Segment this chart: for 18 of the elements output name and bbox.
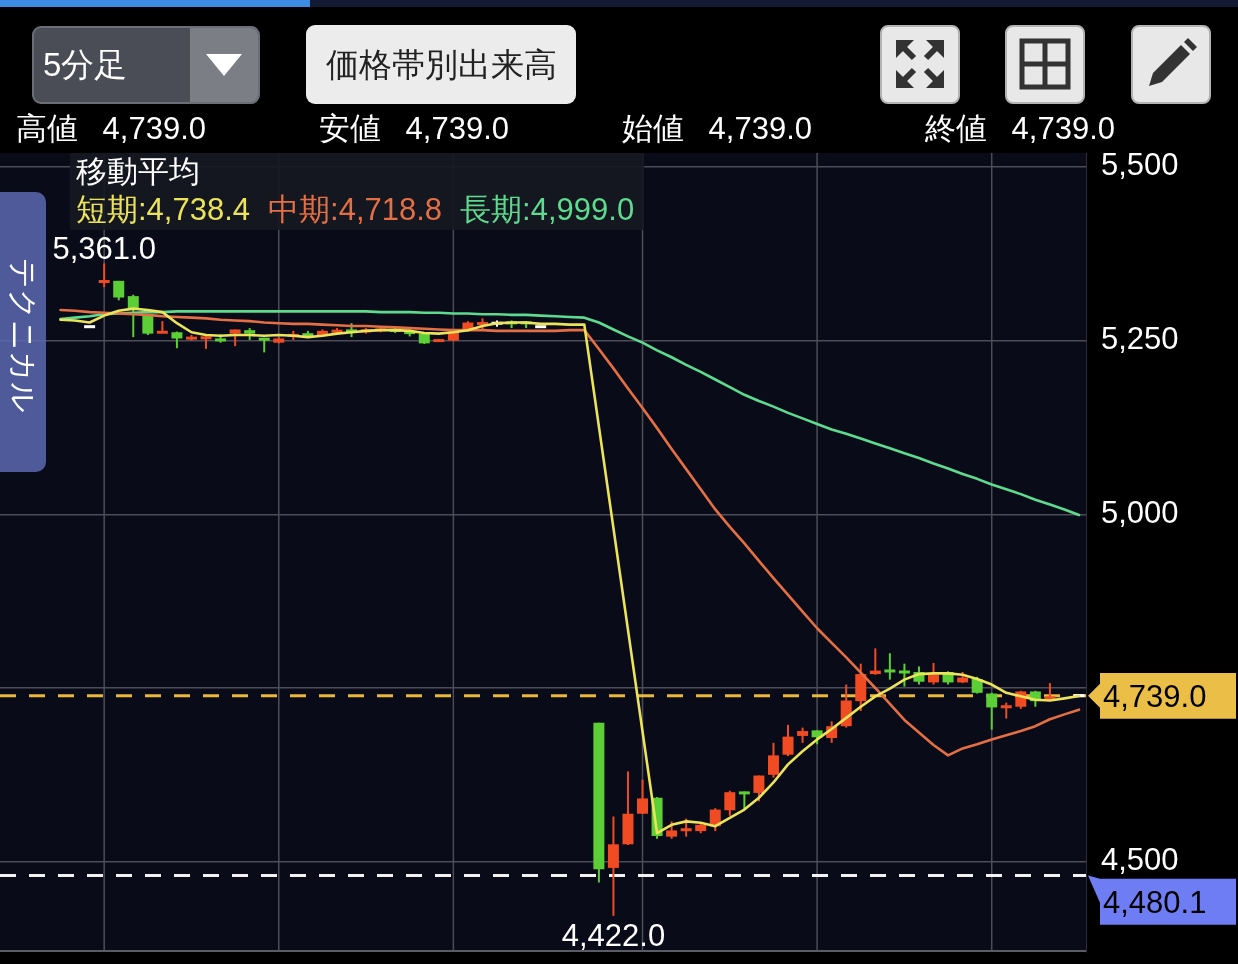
text: 中期:4,718.8 [268,191,443,227]
text: 安値 4,739.0 [319,111,510,146]
y-tick-label: 5,000 [1101,494,1179,530]
text: 終値 4,739.0 [925,111,1116,146]
y-tick-label: 5,250 [1101,321,1179,357]
text: 始値 4,739.0 [622,111,813,146]
annotation: 4,422.0 [561,917,666,953]
annotation: 5,361.0 [52,230,156,266]
text: 長期:4,999.0 [460,191,635,227]
text: 短期:4,738.4 [76,191,251,227]
price-tag: 4,480.1 [1088,873,1236,925]
button: 価格帯別出来高 [306,25,576,104]
side-tab: テクニカル [0,192,46,472]
price-tag: 4,739.0 [1088,672,1236,719]
legend-title: 移動平均 [76,153,200,189]
text: 高値 4,739.0 [16,111,207,146]
dropdown: 5分足 [32,26,260,104]
y-tick-label: 5,500 [1101,147,1179,183]
